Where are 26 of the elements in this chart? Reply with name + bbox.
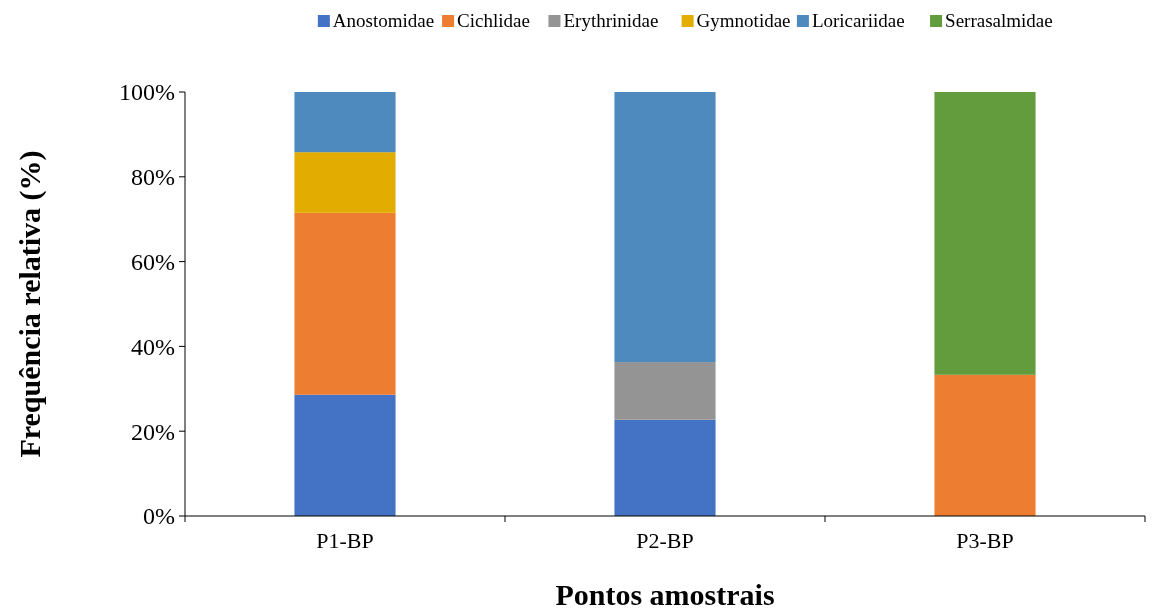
legend-label: Loricariidae xyxy=(811,10,905,31)
y-tick-label: 100% xyxy=(119,79,175,106)
y-tick-label: 80% xyxy=(131,164,175,191)
bar xyxy=(294,92,396,153)
y-tick-label: 20% xyxy=(131,418,175,445)
x-tick-label: P3-BP xyxy=(956,528,1014,553)
legend-label: Erythrinidae xyxy=(563,10,659,31)
bar xyxy=(294,394,396,516)
bar xyxy=(294,212,396,395)
x-tick-label: P2-BP xyxy=(636,528,694,553)
y-axis-title: Frequência relativa (%) xyxy=(13,150,47,458)
y-tick-label: 40% xyxy=(131,333,175,360)
y-tick-label: 0% xyxy=(143,503,175,530)
x-tick-label: P1-BP xyxy=(316,528,374,553)
bar xyxy=(614,419,716,516)
bar xyxy=(614,362,716,420)
legend-label: Serrasalmidae xyxy=(945,10,1053,31)
x-axis-title: Pontos amostrais xyxy=(555,578,775,611)
legend-label: Gymnotidae xyxy=(696,10,791,31)
bar xyxy=(294,152,396,213)
y-tick-label: 60% xyxy=(131,249,175,275)
bar xyxy=(934,374,1036,516)
legend-label: Anostomidae xyxy=(332,10,435,31)
bar xyxy=(614,92,716,363)
legend-label: Cichlidae xyxy=(457,10,530,31)
bar xyxy=(934,92,1036,375)
